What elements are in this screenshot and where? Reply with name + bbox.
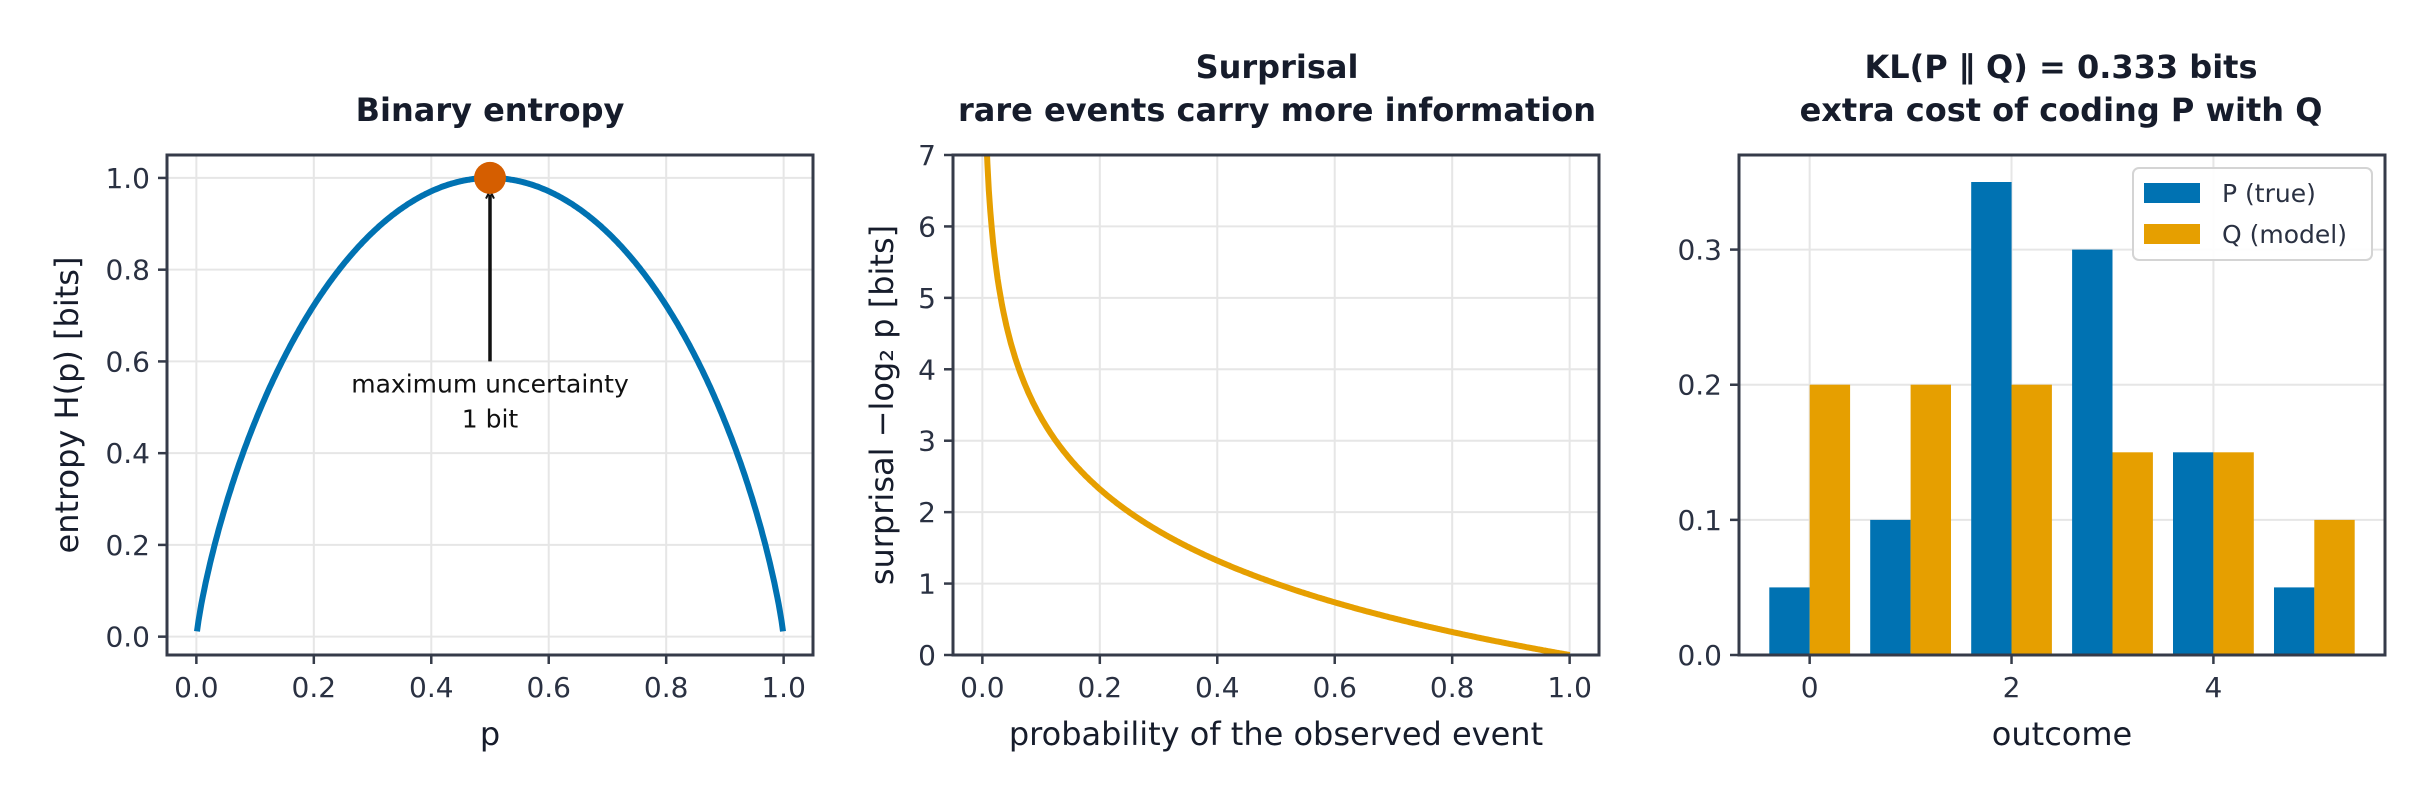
chart-title-line-1: KL(P ∥ Q) = 0.333 bits — [1864, 48, 2257, 86]
x-axis-label: outcome — [1992, 715, 2132, 753]
bar-q-model-2 — [2011, 384, 2052, 655]
kl-divergence-panel: KL(P ∥ Q) = 0.333 bits extra cost of cod… — [1677, 48, 2387, 753]
bar-p-true-2 — [1971, 182, 2012, 655]
bar-q-model-0 — [1809, 384, 1851, 655]
surprisal-panel: Surprisal rare events carry more informa… — [863, 48, 1601, 753]
y-tick-label: 0.1 — [1677, 504, 1722, 537]
y-tick-label: 0.4 — [105, 437, 150, 470]
bar-p-true-4 — [2173, 452, 2214, 655]
bar-p-true-3 — [2072, 249, 2113, 655]
bar-q-model-4 — [2213, 452, 2254, 655]
x-tick-label: 0.6 — [1312, 671, 1357, 704]
y-axis-label: surprisal −log₂ p [bits] — [863, 225, 901, 585]
chart-title-line-2: extra cost of coding P with Q — [1800, 91, 2323, 129]
y-tick-label: 0.0 — [1677, 639, 1722, 672]
y-tick-label: 0.8 — [105, 254, 150, 287]
y-tick-label: 2 — [918, 496, 936, 529]
x-tick-label: 1.0 — [1547, 671, 1592, 704]
legend-swatch-q — [2144, 224, 2200, 244]
y-tick-label: 6 — [918, 210, 936, 243]
bar-q-model-1 — [1910, 384, 1951, 655]
x-tick-label: 0.4 — [1195, 671, 1240, 704]
x-tick-label: 0.8 — [1430, 671, 1475, 704]
y-tick-label: 0.2 — [105, 529, 150, 562]
y-tick-label: 0.2 — [1677, 369, 1722, 402]
y-tick-label: 0.0 — [105, 621, 150, 654]
y-tick-label: 3 — [918, 425, 936, 458]
x-tick-label: 4 — [2204, 671, 2222, 704]
bar-q-model-3 — [2112, 452, 2153, 655]
plot-frame — [1737, 153, 2387, 657]
x-axis-label: p — [480, 715, 500, 753]
annotation-text-line: maximum uncertainty — [351, 369, 629, 398]
x-tick-label: 0.4 — [409, 671, 454, 704]
x-tick-label: 0.2 — [292, 671, 337, 704]
x-tick-label: 0.0 — [174, 671, 219, 704]
plot-frame — [951, 153, 1601, 657]
y-tick-label: 1 — [918, 568, 936, 601]
plot-frame — [165, 153, 815, 657]
y-tick-label: 0.3 — [1677, 234, 1722, 267]
chart-title-line-2: rare events carry more information — [958, 91, 1596, 129]
x-tick-label: 0.2 — [1078, 671, 1123, 704]
legend-label-q: Q (model) — [2222, 220, 2347, 249]
legend-label-p: P (true) — [2222, 179, 2316, 208]
bar-p-true-5 — [2274, 587, 2315, 655]
y-tick-label: 5 — [918, 282, 936, 315]
x-tick-label: 0.8 — [644, 671, 689, 704]
y-tick-label: 0 — [918, 639, 936, 672]
x-tick-label: 2 — [2003, 671, 2021, 704]
y-tick-label: 1.0 — [105, 162, 150, 195]
x-axis-label: probability of the observed event — [1009, 715, 1543, 753]
y-axis-label: entropy H(p) [bits] — [48, 257, 86, 554]
maximum-marker — [474, 161, 506, 194]
y-tick-label: 0.6 — [105, 345, 150, 378]
bar-p-true-0 — [1769, 587, 1810, 655]
legend: P (true) Q (model) — [2132, 167, 2373, 261]
bar-p-true-1 — [1870, 519, 1911, 655]
chart-title-line-1: Surprisal — [1196, 48, 1359, 86]
y-tick-label: 4 — [918, 353, 936, 386]
x-tick-label: 0.0 — [960, 671, 1005, 704]
chart-title: Binary entropy — [356, 91, 625, 129]
surprisal-curve — [983, 154, 1572, 656]
x-tick-label: 0.6 — [526, 671, 571, 704]
x-tick-label: 1.0 — [761, 671, 806, 704]
y-tick-label: 7 — [918, 139, 936, 172]
bar-q-model-5 — [2314, 519, 2355, 655]
x-tick-label: 0 — [1801, 671, 1819, 704]
legend-swatch-p — [2144, 183, 2200, 203]
annotation-text-line: 1 bit — [462, 404, 519, 433]
